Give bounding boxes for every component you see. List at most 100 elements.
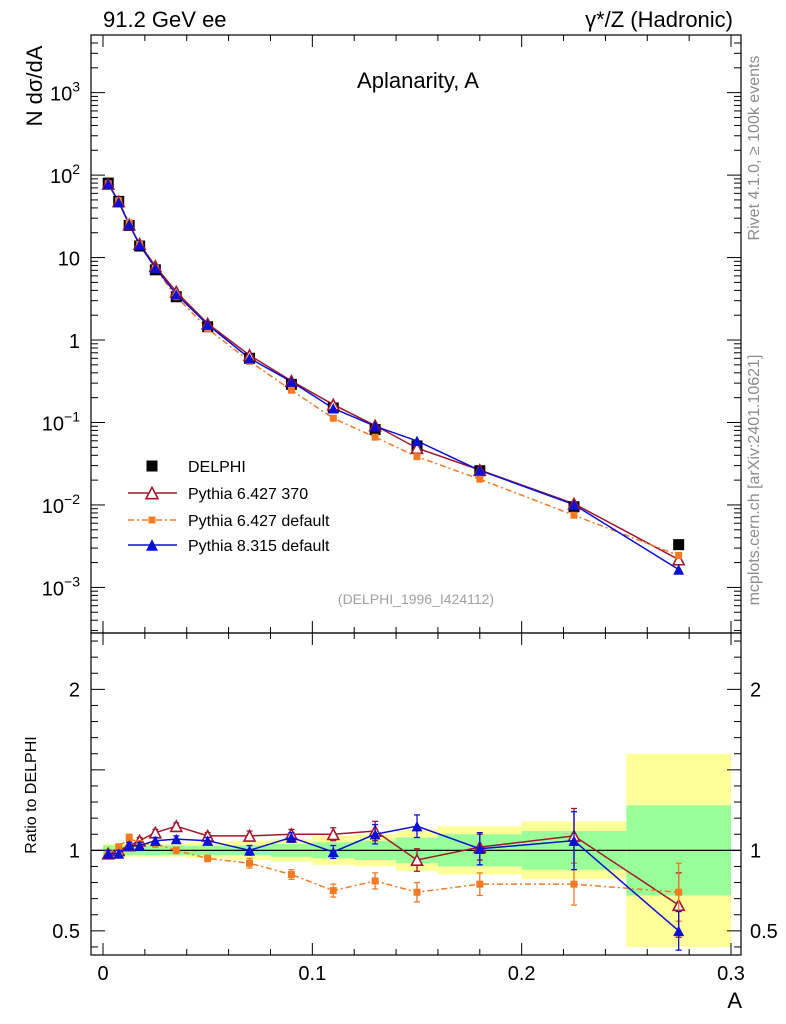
ratio-axis-title: Ratio to DELPHI (23, 736, 40, 853)
ratio-panel: 0 0.1 0.2 0.30.5 0.51 12 2 (52, 632, 778, 985)
y-tick-exponent: 2 (72, 161, 80, 177)
ratio-point (170, 833, 182, 845)
y-tick-base: 10 (42, 413, 64, 435)
main-series-line (107, 183, 680, 561)
mc-point (675, 551, 683, 559)
y-tick-exponent: 3 (72, 79, 80, 95)
mc-point (170, 289, 182, 300)
process-label: γ*/Z (Hadronic) (585, 7, 733, 32)
rivet-version-label: Rivet 4.1.0, ≥ 100k events (746, 56, 763, 241)
mc-point (134, 239, 146, 251)
ratio-point (287, 871, 295, 878)
mc-point (123, 219, 135, 230)
mc-point (329, 414, 337, 422)
ratio-tick-label: 0.5 (52, 921, 80, 943)
y-tick-label: 10−3 (42, 573, 80, 600)
mc-point (371, 433, 379, 441)
legend-marker (146, 539, 158, 551)
ratio-point (413, 888, 421, 896)
mc-point (673, 564, 685, 575)
ratio-point (410, 853, 424, 867)
mc-point (287, 386, 295, 394)
ratio-point (570, 880, 578, 888)
ratio-point (246, 859, 254, 867)
ratio-tick-label: 1 (69, 840, 80, 862)
ratio-tick-label-right: 2 (750, 679, 761, 701)
ratio-point (242, 828, 257, 842)
legend-marker (146, 460, 158, 472)
y-tick-exponent: −1 (64, 408, 80, 424)
main-series-line (107, 183, 680, 571)
ratio-point (149, 835, 161, 846)
ratio-point (102, 848, 114, 859)
legend: DELPHI Pythia 6.427 370 Pythia 6.427 defau… (128, 459, 330, 555)
mc-point (411, 435, 423, 447)
ratio-point (675, 888, 683, 896)
mc-point (285, 376, 297, 387)
y-tick-label: 10−1 (42, 408, 80, 435)
x-tick-label: 0.3 (717, 963, 745, 985)
mc-point (102, 178, 114, 190)
data-point (673, 539, 685, 551)
ratio-point (326, 827, 341, 841)
legend-label: Pythia 6.427 370 (188, 486, 308, 503)
ratio-point (411, 820, 423, 832)
mc-point (369, 420, 381, 432)
ratio-point (476, 880, 484, 888)
y-tick-exponent: −3 (64, 573, 80, 589)
legend-label: Pythia 8.315 default (188, 538, 330, 555)
y-tick-base: 1 (69, 331, 80, 353)
ratio-point (202, 835, 214, 846)
ratio-point (568, 835, 580, 846)
ratio-point (113, 848, 125, 859)
mc-point (568, 499, 580, 510)
ratio-point (172, 846, 180, 854)
ratio-tick-label: 2 (69, 679, 80, 701)
mc-point (327, 403, 339, 414)
y-tick-label: 10 (58, 249, 80, 271)
ratio-tick-label-right: 1 (750, 840, 761, 862)
mc-point (474, 465, 486, 476)
chart-title: Aplanarity, A (357, 68, 479, 93)
y-tick-base: 10 (50, 84, 72, 106)
ratio-point (134, 840, 146, 851)
x-tick-label: 0 (97, 963, 108, 985)
ratio-point (329, 887, 337, 895)
ratio-point (327, 846, 339, 858)
energy-label: 91.2 GeV ee (103, 7, 227, 32)
ratio-point (123, 840, 135, 851)
ratio-point (369, 829, 381, 840)
mc-point (413, 453, 421, 461)
ratio-point (673, 925, 685, 937)
ratio-point (285, 832, 297, 843)
ratio-frame (90, 632, 742, 956)
legend-marker (144, 485, 160, 500)
y-tick-label: 10−2 (42, 491, 80, 518)
ratio-point (125, 833, 133, 841)
ratio-point (204, 854, 212, 862)
mc-point (570, 511, 578, 519)
x-axis-title: A (727, 988, 742, 1013)
y-axis-title: N dσ/dA (22, 45, 47, 126)
legend-label: DELPHI (188, 459, 246, 476)
y-tick-base: 10 (42, 496, 64, 518)
analysis-id-label: (DELPHI_1996_I424112) (338, 591, 494, 607)
mc-point (202, 319, 214, 330)
ratio-point (169, 819, 184, 833)
legend-marker (148, 516, 156, 524)
y-tick-base: 10 (42, 578, 64, 600)
y-tick-exponent: −2 (64, 491, 80, 507)
ratio-point (244, 845, 256, 856)
y-tick-label: 103 (50, 79, 80, 106)
mc-point (476, 475, 484, 483)
y-tick-label: 1 (69, 331, 80, 353)
y-tick-base: 10 (50, 166, 72, 188)
y-tick-base: 10 (58, 249, 80, 271)
mc-point (113, 196, 125, 208)
ratio-point (115, 843, 123, 851)
mc-point (149, 262, 161, 273)
y-tick-label: 102 (50, 161, 80, 188)
mcplots-credit-label: mcplots.cern.ch [arXiv:2401.10621] (746, 355, 763, 606)
